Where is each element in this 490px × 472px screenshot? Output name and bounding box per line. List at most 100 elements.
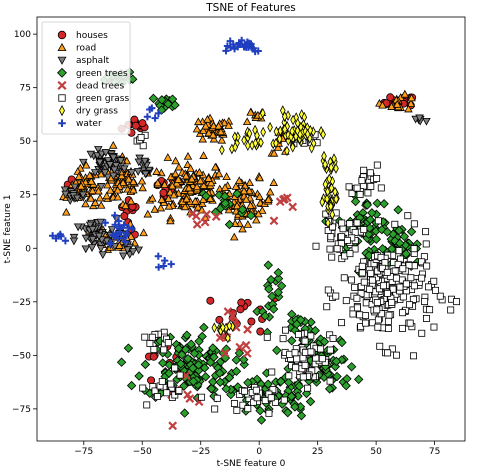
- data-point: [409, 295, 417, 303]
- data-point: [294, 125, 301, 137]
- data-point: [243, 220, 253, 228]
- data-point: [360, 278, 368, 286]
- data-point: [312, 354, 320, 362]
- data-point: [202, 209, 212, 219]
- data-point: [273, 267, 284, 278]
- data-point: [192, 182, 202, 191]
- data-point: [337, 337, 347, 348]
- data-point: [167, 181, 177, 190]
- data-point: [296, 410, 307, 421]
- data-point: [184, 183, 194, 192]
- data-point: [259, 107, 266, 119]
- data-point: [399, 324, 406, 332]
- data-point: [246, 201, 255, 209]
- data-point: [81, 234, 91, 243]
- data-point: [393, 205, 403, 215]
- data-point: [430, 323, 438, 331]
- data-point: [358, 177, 366, 185]
- data-point: [139, 142, 147, 150]
- data-point: [257, 206, 267, 214]
- data-point: [183, 390, 193, 400]
- data-point: [326, 173, 333, 185]
- data-point: [328, 253, 336, 261]
- data-point: [357, 290, 365, 298]
- data-point: [233, 406, 241, 414]
- data-point: [425, 283, 432, 291]
- data-point: [199, 151, 208, 159]
- x-axis-ticks: −75 −50 −25 0 25 50 75: [74, 441, 440, 457]
- data-point: [273, 287, 283, 298]
- data-point: [252, 137, 259, 149]
- data-point: [410, 245, 418, 253]
- data-point: [147, 376, 156, 385]
- data-point: [102, 191, 111, 200]
- data-point: [360, 166, 368, 174]
- data-point: [155, 263, 163, 271]
- data-point: [94, 232, 104, 241]
- data-point: [328, 201, 334, 212]
- data-point: [272, 345, 282, 356]
- data-point: [122, 229, 130, 237]
- data-point: [421, 298, 429, 306]
- data-point: [93, 152, 102, 160]
- data-point: [326, 245, 334, 253]
- data-point: [182, 330, 192, 340]
- legend-label: houses: [76, 31, 108, 41]
- data-point: [192, 124, 202, 133]
- data-point: [208, 343, 218, 353]
- data-point: [164, 194, 173, 203]
- data-point: [293, 355, 301, 363]
- data-point: [141, 333, 149, 341]
- data-point: [213, 394, 221, 402]
- data-point: [292, 364, 300, 372]
- x-tick-label: 50: [370, 447, 382, 457]
- data-point: [362, 299, 370, 307]
- data-point: [85, 170, 95, 179]
- y-tick-label: −25: [12, 298, 31, 308]
- data-point: [282, 326, 289, 334]
- data-point: [163, 389, 171, 397]
- data-point: [113, 192, 123, 201]
- data-point: [377, 184, 385, 192]
- data-point: [324, 286, 332, 294]
- data-point: [134, 371, 144, 381]
- data-point: [260, 311, 270, 321]
- data-point: [208, 130, 218, 139]
- data-point: [360, 226, 368, 234]
- data-point: [267, 394, 275, 402]
- data-point: [226, 389, 236, 400]
- data-point: [201, 191, 211, 201]
- data-point: [364, 189, 372, 197]
- data-point: [183, 151, 193, 160]
- data-point: [87, 244, 97, 252]
- x-tick-label: 0: [256, 447, 262, 457]
- data-point: [266, 274, 276, 285]
- data-point: [322, 159, 328, 170]
- data-points-layer: [49, 36, 460, 431]
- data-point: [206, 178, 216, 187]
- data-point: [246, 107, 255, 116]
- data-point: [211, 212, 221, 221]
- data-point: [287, 336, 297, 346]
- data-point: [88, 225, 97, 234]
- data-point: [264, 284, 274, 294]
- data-point: [225, 332, 231, 344]
- data-point: [255, 173, 264, 182]
- data-point: [384, 317, 392, 325]
- data-point: [254, 209, 263, 218]
- data-point: [342, 297, 350, 305]
- data-point: [96, 183, 106, 191]
- data-point: [406, 301, 413, 309]
- data-point: [319, 196, 326, 208]
- data-point: [193, 360, 204, 370]
- data-point: [406, 319, 414, 327]
- x-tick-label: −50: [133, 447, 152, 457]
- data-point: [373, 161, 381, 169]
- data-point: [131, 121, 140, 130]
- data-point: [209, 121, 218, 130]
- data-point: [138, 119, 147, 128]
- data-point: [245, 39, 254, 47]
- data-point: [269, 178, 279, 186]
- data-point: [269, 216, 279, 226]
